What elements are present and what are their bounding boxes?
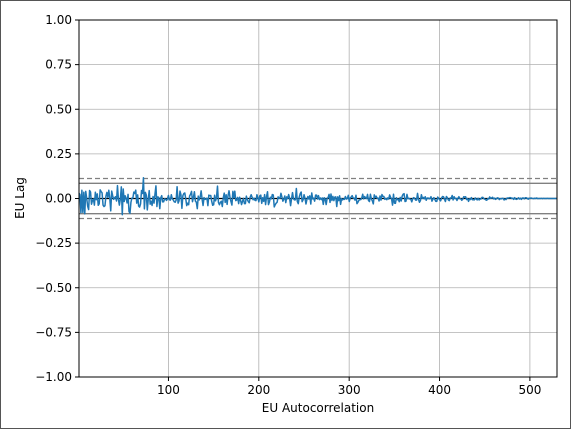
y-tick-label: 1.00 <box>45 13 72 27</box>
y-tick-label: −0.50 <box>35 281 72 295</box>
y-tick-label: 0.25 <box>45 147 72 161</box>
y-axis-label: EU Lag <box>13 177 27 219</box>
x-tick-label: 300 <box>338 383 361 397</box>
y-tick-label: 0.50 <box>45 102 72 116</box>
y-axis-ticks: 1.00 0.75 0.50 0.25 0.00 −0.25 −0.50 −0.75 −1.00 <box>35 13 79 384</box>
x-tick-label: 500 <box>518 383 541 397</box>
x-tick-label: 400 <box>428 383 451 397</box>
y-tick-label: 0.00 <box>45 192 72 206</box>
x-axis-ticks: 100 200 300 400 500 <box>157 377 541 397</box>
x-tick-label: 100 <box>157 383 180 397</box>
y-tick-label: −1.00 <box>35 370 72 384</box>
y-tick-label: 0.75 <box>45 58 72 72</box>
x-axis-label: EU Autocorrelation <box>262 401 374 415</box>
y-tick-label: −0.75 <box>35 325 72 339</box>
x-tick-label: 200 <box>247 383 270 397</box>
series-line-autocorrelation <box>78 177 557 216</box>
y-tick-label: −0.25 <box>35 236 72 250</box>
series-layer <box>78 177 557 216</box>
